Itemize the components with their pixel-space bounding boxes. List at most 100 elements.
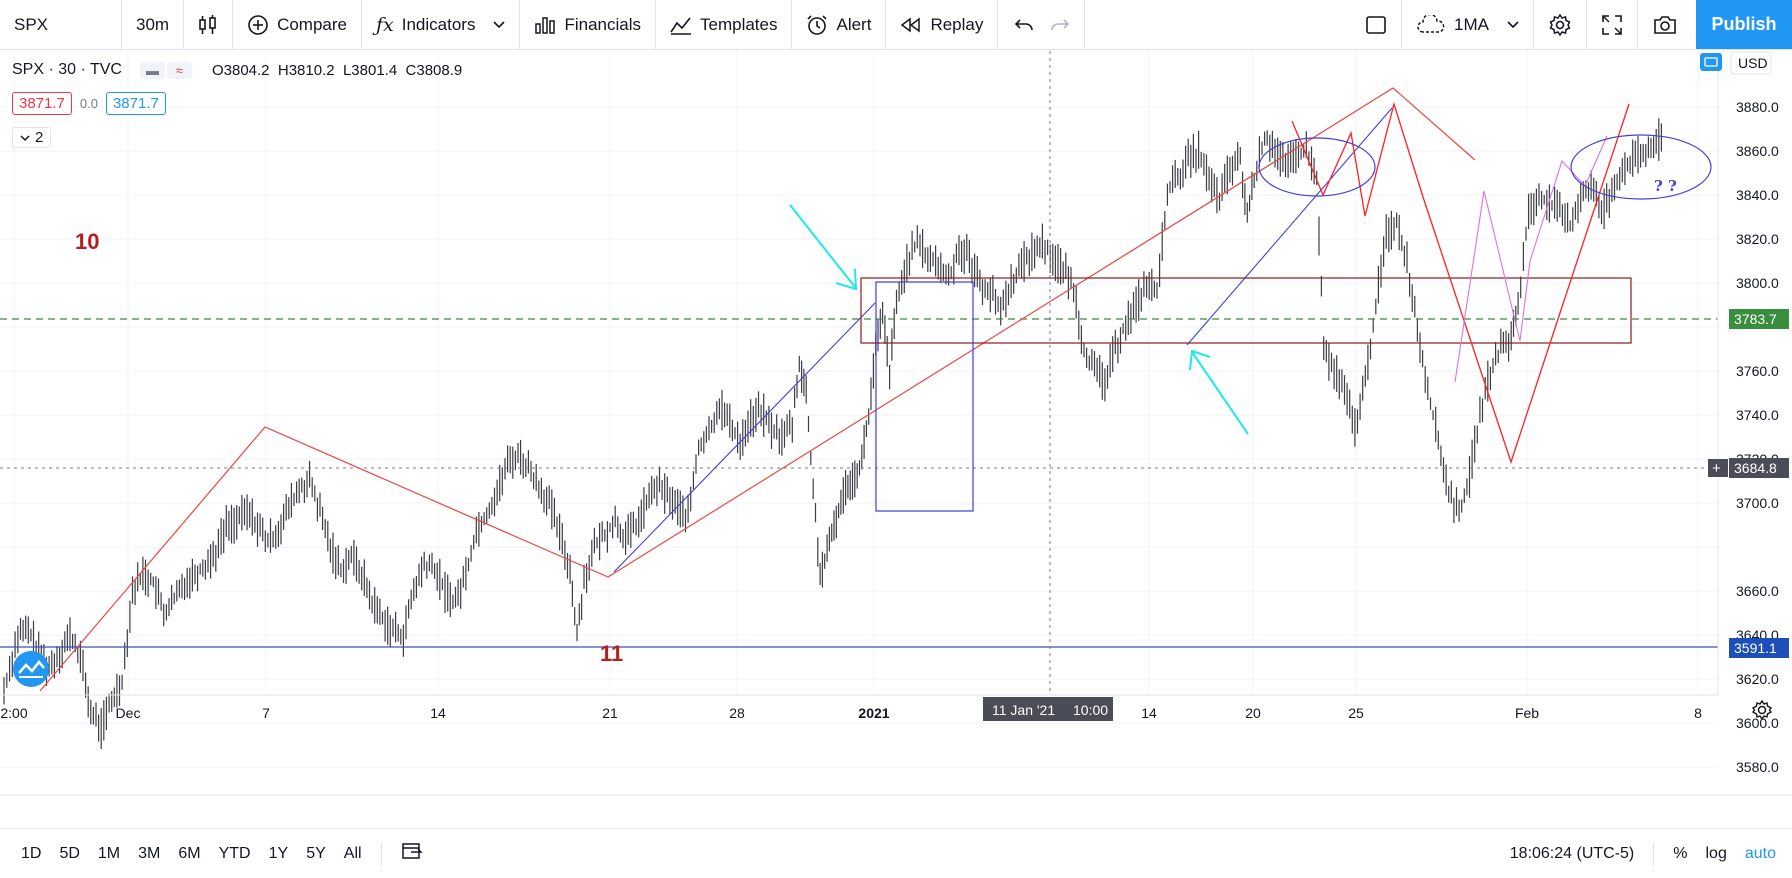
alert-button[interactable]: Alert — [792, 0, 887, 49]
financials-button[interactable]: Financials — [520, 0, 656, 49]
alert-label: Alert — [836, 14, 872, 34]
crosshair-price-label: 3684.8 — [1734, 460, 1777, 476]
price-axis[interactable]: 3880.0 3860.0 3840.0 3820.0 3800.0 3760.0 3740… — [1700, 51, 1789, 775]
gear-icon — [1548, 13, 1572, 37]
grid — [0, 51, 1718, 768]
drawings[interactable] — [39, 87, 1712, 692]
blue-range-box[interactable] — [875, 281, 974, 512]
currency-box[interactable] — [1730, 51, 1772, 75]
wave-label-11[interactable]: 11 — [600, 641, 623, 666]
crosshair-plus-bg[interactable] — [1708, 459, 1728, 477]
low-value: 3801.4 — [351, 61, 398, 79]
toolbar-spacer — [1085, 0, 1351, 49]
candles-icon — [198, 14, 218, 36]
time-tick-label: 2021 — [858, 705, 889, 721]
crosshair-date-label: 11 Jan '21 — [992, 702, 1055, 718]
price-tick-label: 3820.0 — [1736, 231, 1779, 247]
legend-title: SPX · 30 · TVC — [12, 61, 122, 78]
publish-button[interactable]: Publish — [1696, 0, 1792, 49]
layout-button[interactable] — [1351, 0, 1403, 49]
interval-button[interactable]: 30m — [122, 0, 185, 49]
chart-pane[interactable]: 10 11 ? ? 3880.0 3860.0 3840.0 3820.0 3800.0… — [0, 51, 1792, 811]
cloud-icon — [1416, 14, 1446, 35]
goto-date-button[interactable] — [392, 842, 432, 865]
indicators-label: Indicators — [401, 14, 476, 34]
range-5d[interactable]: 5D — [59, 844, 80, 862]
blue-trend-line-1[interactable] — [613, 302, 876, 573]
cyan-arrow-2[interactable] — [1191, 351, 1249, 435]
chart-type-button[interactable] — [184, 0, 234, 49]
cyan-arrowhead-2 — [1189, 349, 1211, 371]
auto-scale-button[interactable] — [1700, 53, 1722, 71]
function-icon: ƒx — [376, 13, 394, 36]
sell-price-box[interactable]: 3871.7 — [12, 92, 72, 115]
support-zone-box[interactable] — [860, 277, 1632, 344]
redo-button[interactable] — [1044, 0, 1086, 49]
red-trend-lines[interactable] — [39, 87, 1476, 692]
expand-icon — [1601, 14, 1623, 36]
symbol-legend[interactable]: SPX · 30 · TVC ▬ ≈ O3804.2 H3810.2 L3801… — [12, 61, 462, 79]
clock-timezone[interactable]: 18:06:24 (UTC-5) — [1509, 844, 1635, 862]
price-tick-label: 3840.0 — [1736, 187, 1779, 203]
auto-toggle[interactable]: auto — [1744, 844, 1776, 862]
range-5y[interactable]: 5Y — [306, 844, 326, 862]
open-label: O — [211, 61, 224, 79]
wave-icon[interactable]: ≈ — [166, 61, 192, 79]
undo-button[interactable] — [998, 0, 1044, 49]
axis-settings-gear-icon[interactable] — [1751, 699, 1773, 721]
price-axis-ticks: 3880.0 3860.0 3840.0 3820.0 3800.0 3760.0 3740… — [1736, 99, 1779, 775]
high-value: 3810.2 — [288, 61, 335, 79]
bid-ask-boxes: 3871.7 0.0 3871.7 — [12, 92, 166, 115]
snapshot-button[interactable] — [1638, 0, 1692, 49]
save-layout-button[interactable]: 1MA — [1402, 0, 1534, 49]
crosshair-time-label-bg — [983, 697, 1113, 721]
replay-button[interactable]: Replay — [886, 0, 999, 49]
compare-button[interactable]: Compare — [233, 0, 362, 49]
low-label: L — [342, 61, 352, 79]
question-marks[interactable]: ? ? — [1654, 177, 1677, 195]
indicator-collapse-toggle[interactable]: 2 — [12, 127, 52, 148]
top-toolbar: SPX 30m Compare ƒx Indicators Financials… — [0, 0, 1792, 50]
close-value: 3808.9 — [416, 61, 463, 79]
time-tick-label: 28 — [729, 705, 745, 721]
bottom-separator — [380, 841, 382, 866]
cyan-arrow-1[interactable] — [789, 204, 856, 288]
range-ytd[interactable]: YTD — [218, 844, 251, 862]
buy-price-box[interactable]: 3871.7 — [105, 92, 166, 115]
bar-chart-icon — [534, 15, 556, 35]
price-tick-label: 3880.0 — [1736, 99, 1779, 115]
range-1m[interactable]: 1M — [97, 844, 121, 862]
rewind-icon — [900, 17, 922, 33]
price-tick-label: 3700.0 — [1736, 495, 1779, 511]
templates-button[interactable]: Templates — [656, 0, 793, 49]
compare-label: Compare — [277, 14, 347, 34]
settings-button[interactable] — [1534, 0, 1587, 49]
fullscreen-button[interactable] — [1587, 0, 1638, 49]
plus-circle-icon — [247, 14, 269, 36]
price-tick-label: 3760.0 — [1736, 363, 1779, 379]
percent-toggle[interactable]: % — [1673, 844, 1688, 862]
range-3m[interactable]: 3M — [138, 844, 161, 862]
log-toggle[interactable]: log — [1705, 844, 1727, 862]
price-chart[interactable]: 10 11 ? ? 3880.0 3860.0 3840.0 3820.0 3800.0… — [0, 51, 1792, 811]
close-label: C — [405, 61, 417, 79]
symbol-label: SPX — [14, 14, 49, 34]
blue-ellipse-1[interactable] — [1258, 137, 1376, 197]
range-6m[interactable]: 6M — [178, 844, 201, 862]
symbol-search-button[interactable]: SPX — [0, 0, 122, 49]
indicators-button[interactable]: ƒx Indicators — [362, 0, 521, 49]
time-axis[interactable]: 2:00 Dec 7 14 21 28 2021 14 20 25 Feb 8 11 Jan '21 … — [0, 694, 1792, 796]
chevron-down-icon — [493, 20, 506, 29]
red-zigzag[interactable] — [1291, 101, 1630, 465]
minus-icon[interactable]: ▬ — [139, 61, 165, 79]
time-tick-label: 25 — [1348, 705, 1364, 721]
range-1y[interactable]: 1Y — [268, 844, 289, 862]
blue-ellipse-2[interactable] — [1570, 134, 1712, 200]
collapse-count: 2 — [35, 129, 44, 146]
pink-zigzag[interactable] — [1454, 135, 1608, 383]
wave-label-10[interactable]: 10 — [75, 229, 99, 254]
range-all[interactable]: All — [343, 844, 362, 862]
range-1d[interactable]: 1D — [21, 844, 42, 862]
tradingview-logo[interactable] — [13, 651, 49, 687]
blue-trend-line-2[interactable] — [1186, 107, 1393, 346]
